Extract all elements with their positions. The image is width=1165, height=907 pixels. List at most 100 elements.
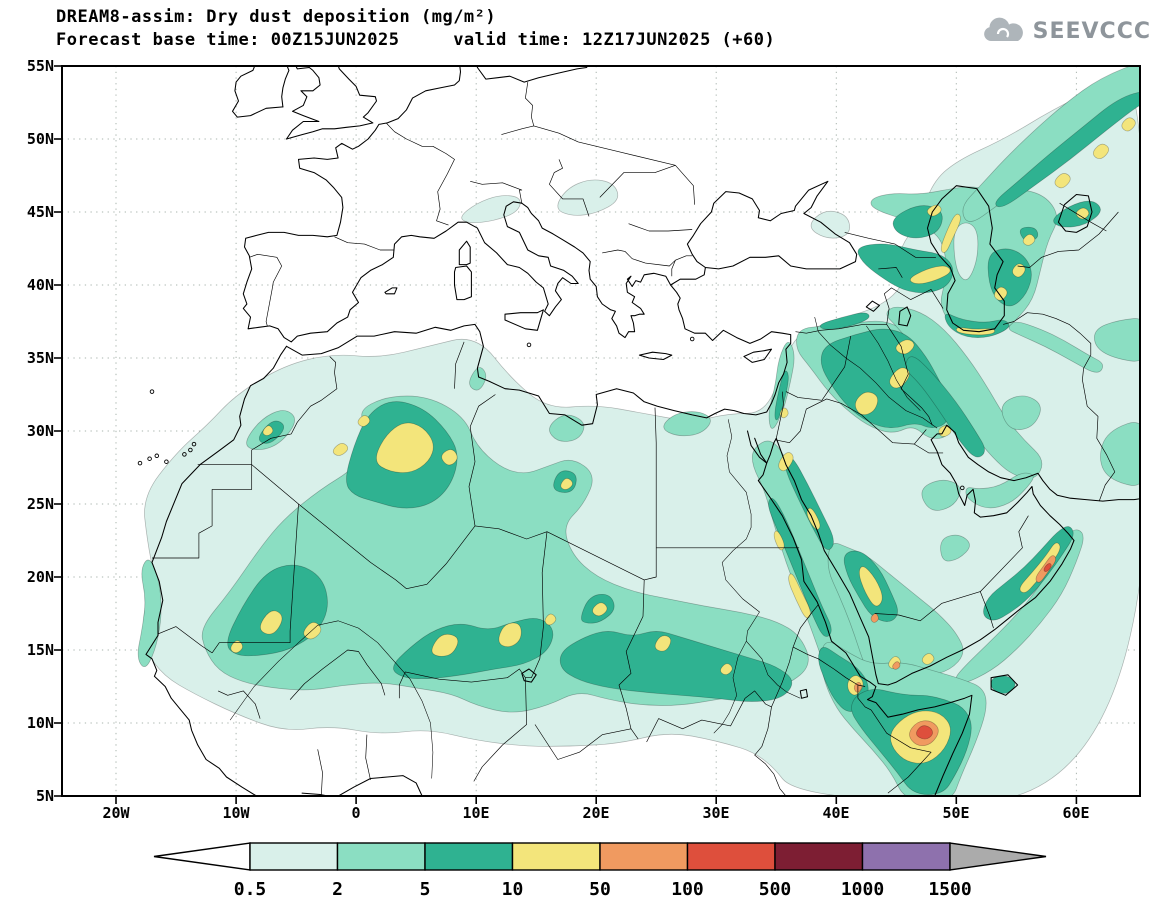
contour-blob-c10 [940, 213, 961, 253]
island-dot [147, 456, 152, 461]
colorbar-label-1000: 1000 [841, 879, 884, 900]
coastline [990, 674, 1019, 696]
contour-blob-c2 [921, 479, 961, 511]
island-dot [526, 342, 532, 348]
lat-tick-45n: 45N [26, 203, 54, 221]
border-line [754, 647, 794, 796]
colorbar-label-2: 2 [332, 879, 343, 900]
island-dot [191, 441, 197, 447]
lat-tick-5n: 5N [35, 787, 54, 805]
lat-tick-25n: 25N [26, 495, 54, 513]
lon-tick-10e: 10E [462, 804, 490, 822]
island-dot [137, 460, 143, 466]
border-line [334, 236, 395, 251]
contour-blob-c10 [921, 653, 935, 665]
border-line [874, 591, 994, 629]
border-line [775, 391, 784, 439]
contour-blob-c10 [376, 422, 434, 474]
border-line [249, 253, 283, 326]
river-line [746, 641, 801, 699]
contour-blob-c10 [262, 425, 274, 436]
border-line [624, 251, 693, 267]
lon-tick-50e: 50E [942, 804, 970, 822]
contour-blob-c10 [855, 391, 879, 416]
contour-blob-c5 [768, 498, 832, 637]
river-line [866, 325, 921, 411]
contour-blob-c100 [916, 725, 933, 740]
contour-blob-c05 [953, 222, 979, 281]
contour-blob-c10 [1075, 207, 1090, 220]
contour-blob-c10 [1093, 143, 1109, 160]
coastline [865, 300, 881, 312]
border-line [1059, 202, 1107, 232]
border-line [870, 709, 932, 794]
border-line [980, 515, 1029, 592]
border-line [251, 356, 338, 465]
contour-blob-c10 [895, 339, 915, 355]
contour-blob-c2 [1100, 422, 1140, 486]
contour-blob-c10 [260, 610, 283, 635]
map-plot [54, 65, 1141, 804]
border-line [152, 464, 253, 559]
coastline [504, 309, 544, 331]
lon-tick-10w: 10W [222, 804, 250, 822]
border-line [671, 260, 676, 277]
border-line [157, 626, 213, 654]
border-line [549, 159, 590, 217]
contour-blob-c10 [1019, 542, 1061, 593]
border-line [473, 677, 527, 782]
border-line [534, 724, 632, 760]
chart-title: DREAM8-assim: Dry dust deposition (mg/m²… [56, 7, 497, 27]
coastline [898, 306, 912, 327]
contour-blob-c10 [994, 286, 1008, 301]
colorbar-segment-500-1000 [774, 842, 864, 871]
border-line [886, 324, 933, 426]
coastline [743, 348, 773, 363]
colorbar: 0.5 2 5 10 50 100 500 1000 1500 [140, 840, 1060, 904]
contour-blob-c5 [227, 564, 328, 657]
contour-blob-c10 [654, 635, 672, 652]
border-line [844, 232, 936, 258]
border-line [785, 336, 852, 401]
forecast-time-line: Forecast base time: 00Z15JUN2025 valid t… [56, 30, 776, 50]
border-line [217, 690, 261, 719]
coastline [242, 66, 579, 343]
contour-blob-c5 [995, 91, 1140, 208]
coastline [281, 66, 290, 108]
lon-tick-20w: 20W [102, 804, 130, 822]
border-line [525, 531, 548, 679]
border-line [792, 604, 819, 648]
lon-tick-40e: 40E [822, 804, 850, 822]
colorbar-label-0.5: 0.5 [234, 879, 267, 900]
lon-tick-60e: 60E [1062, 804, 1090, 822]
map-frame [61, 65, 1141, 797]
coastline [521, 668, 537, 683]
colorbar-label-1500: 1500 [928, 879, 971, 900]
border-line [317, 749, 323, 796]
colorbar-arrow-right [949, 842, 1047, 871]
coastline [301, 775, 424, 796]
lat-tick-50n: 50N [26, 130, 54, 148]
contour-blob-c10 [909, 265, 951, 285]
coastline [458, 240, 471, 266]
contour-blob-c10 [1022, 234, 1036, 246]
colorbar-segment-100-500 [686, 842, 776, 871]
contour-blob-c05 [461, 195, 521, 224]
border-line [599, 164, 695, 205]
lat-tick-30n: 30N [26, 422, 54, 440]
contour-blob-c10 [773, 530, 785, 551]
contour-blob-c10 [1012, 263, 1026, 278]
island-dot [960, 485, 965, 491]
cloud-icon [983, 17, 1023, 41]
river-line [814, 317, 938, 429]
contour-blob-c10 [720, 663, 733, 675]
colorbar-segment-2-5 [336, 842, 426, 871]
contour-blob-c05 [810, 210, 850, 239]
contour-blob-c10 [560, 478, 573, 490]
border-line [618, 579, 645, 740]
colorbar-label-10: 10 [502, 879, 524, 900]
border-line [398, 668, 526, 699]
axis-tick-layer [54, 65, 1078, 804]
coastline [799, 688, 809, 699]
